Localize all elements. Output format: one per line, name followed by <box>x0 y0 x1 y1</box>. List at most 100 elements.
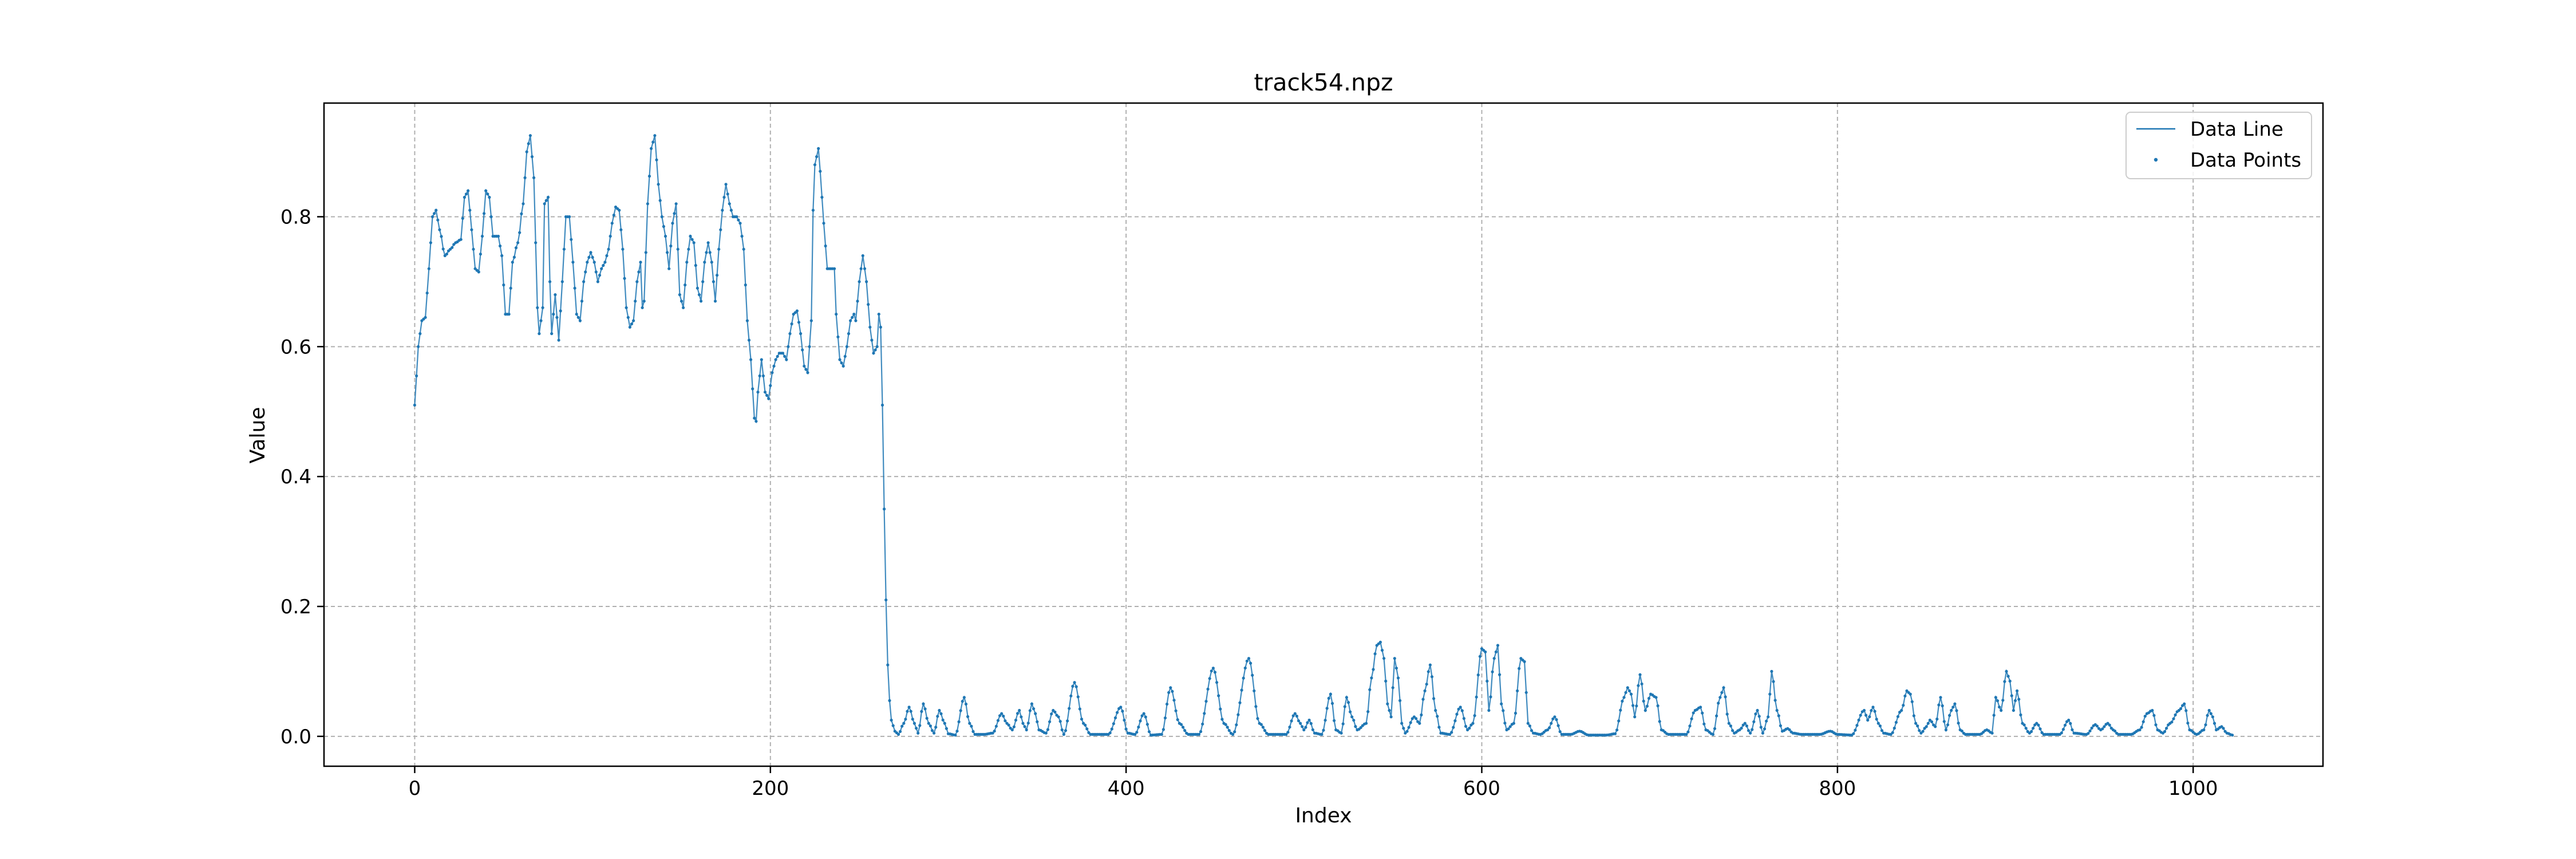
data-point <box>1508 725 1512 728</box>
data-point <box>1302 728 1306 732</box>
data-point <box>2005 669 2008 673</box>
data-point <box>1496 644 1500 647</box>
data-point <box>612 214 615 217</box>
data-point <box>911 718 914 721</box>
data-point <box>650 147 653 150</box>
data-point <box>610 222 614 225</box>
data-point <box>1436 715 1439 718</box>
data-point <box>1656 704 1660 708</box>
data-point <box>1934 725 1937 728</box>
data-point <box>1763 727 1767 731</box>
data-point <box>772 364 776 368</box>
data-point <box>1333 719 1336 722</box>
data-point <box>2019 713 2022 716</box>
legend-label-line: Data Line <box>2190 118 2283 141</box>
data-point <box>912 722 916 725</box>
data-point <box>511 261 514 264</box>
data-point <box>1468 726 1471 730</box>
data-point <box>943 722 946 725</box>
data-point <box>1512 722 1515 725</box>
data-point <box>2206 714 2209 717</box>
data-point <box>968 722 971 725</box>
data-point <box>896 732 900 736</box>
data-point <box>2186 722 2190 725</box>
data-point <box>1702 722 1706 726</box>
data-point <box>696 286 699 290</box>
data-point <box>1427 670 1430 673</box>
data-point <box>669 244 673 248</box>
data-point <box>1868 715 1871 719</box>
y-axis-label: Value <box>246 407 270 464</box>
data-point <box>438 228 441 231</box>
data-point <box>1380 648 1384 652</box>
data-point <box>630 322 634 326</box>
data-point <box>602 263 605 267</box>
data-point <box>1876 722 1880 725</box>
data-point <box>548 280 552 283</box>
data-point <box>1396 676 1400 680</box>
data-point <box>1523 660 1526 663</box>
data-point <box>761 374 765 378</box>
data-point <box>634 300 637 303</box>
data-point <box>1389 715 1393 719</box>
data-point <box>607 247 610 251</box>
data-point <box>639 261 642 264</box>
data-point <box>851 316 854 319</box>
data-point <box>1217 694 1220 698</box>
plot-area <box>323 102 2324 767</box>
x-tick-label: 400 <box>1108 777 1145 800</box>
data-point <box>1245 659 1249 663</box>
data-point <box>609 234 612 238</box>
data-point <box>1718 696 1722 699</box>
data-point <box>1622 696 1626 699</box>
data-point <box>1123 718 1126 722</box>
data-point <box>596 280 599 283</box>
x-axis-label: Index <box>1295 804 1352 828</box>
data-point <box>774 358 777 361</box>
data-point <box>996 719 1000 722</box>
data-point <box>1711 732 1714 736</box>
data-point <box>1293 712 1297 715</box>
data-point <box>1135 731 1139 734</box>
data-point <box>1779 724 1782 727</box>
data-point <box>541 306 544 309</box>
data-point <box>555 316 559 319</box>
data-point <box>1556 724 1560 727</box>
data-point <box>1715 714 1718 718</box>
data-point <box>930 729 934 732</box>
data-point <box>1073 681 1076 684</box>
data-point <box>1761 731 1764 735</box>
data-point <box>676 247 679 251</box>
data-point <box>486 192 489 196</box>
data-point <box>1745 724 1748 728</box>
data-point <box>1478 655 1481 658</box>
data-point <box>2152 714 2156 717</box>
data-point <box>745 319 749 322</box>
data-point <box>2022 723 2026 727</box>
data-point <box>815 155 819 159</box>
data-point <box>666 251 669 254</box>
data-point <box>922 702 925 706</box>
data-point <box>678 293 681 297</box>
data-point <box>1428 663 1432 667</box>
data-point <box>687 247 690 251</box>
data-point <box>2222 727 2225 730</box>
data-point <box>1935 718 1939 721</box>
data-point <box>1862 708 1866 712</box>
data-point <box>1044 731 1048 735</box>
data-point <box>1896 715 1900 718</box>
data-point <box>1182 726 1185 729</box>
data-point <box>1473 714 1476 718</box>
data-point <box>1297 719 1301 723</box>
data-point <box>929 724 932 728</box>
data-point <box>1046 728 1050 731</box>
data-point <box>1503 722 1507 725</box>
data-point <box>891 724 895 727</box>
data-point <box>1224 723 1227 726</box>
data-point <box>1084 723 1087 727</box>
data-point <box>1036 720 1039 723</box>
data-point <box>1880 729 1884 732</box>
data-point <box>1288 726 1291 729</box>
data-point <box>835 313 838 316</box>
